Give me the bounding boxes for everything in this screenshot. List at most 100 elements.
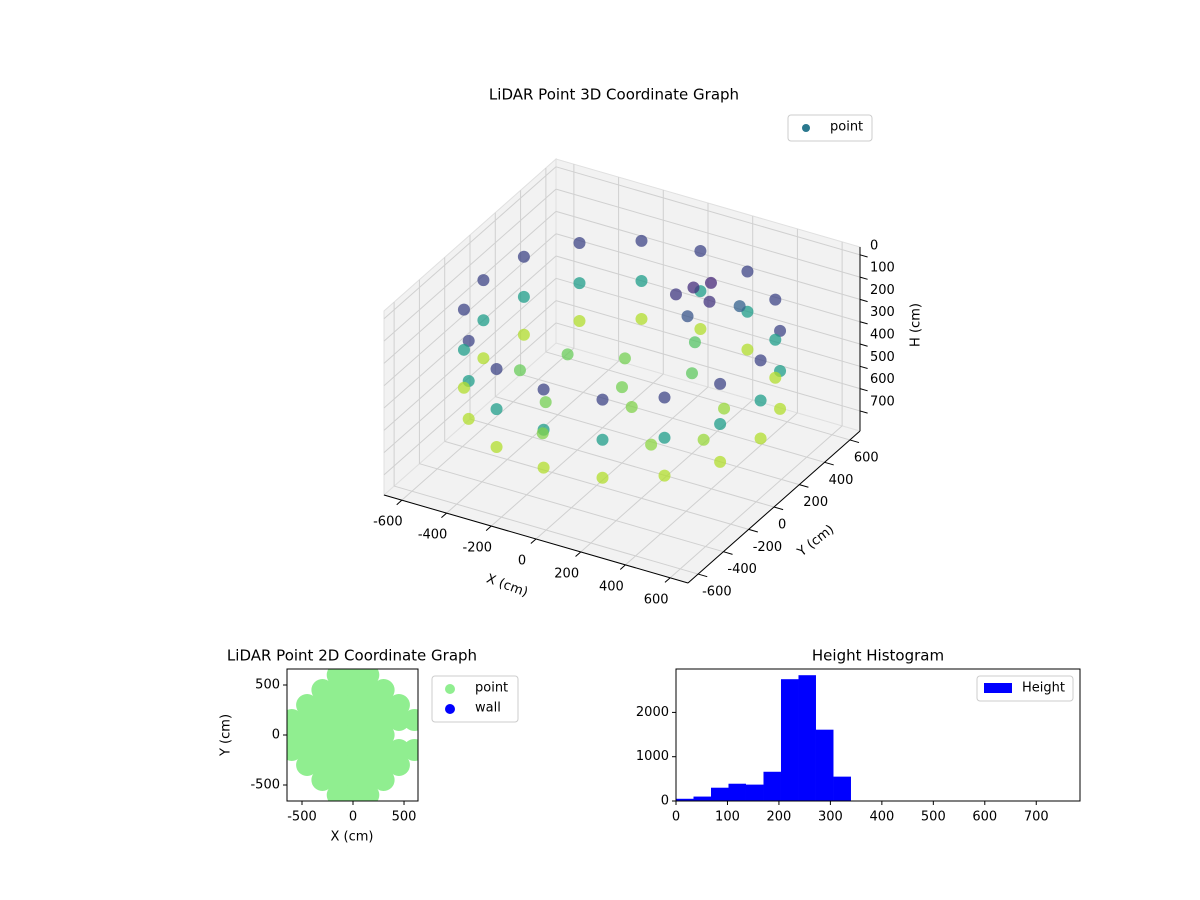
point [537, 461, 550, 474]
tick-mark [575, 551, 582, 557]
bar [833, 776, 851, 801]
point [477, 274, 490, 287]
bar [676, 798, 694, 801]
x-tick-label: -400 [418, 528, 448, 543]
point [694, 323, 707, 336]
tick-mark [664, 577, 671, 583]
bar [798, 675, 816, 801]
point [517, 328, 530, 341]
point [774, 402, 787, 415]
grid-line [555, 300, 861, 390]
bar [693, 796, 711, 801]
y-tick-label: 0 [778, 518, 786, 533]
tick-mark [723, 551, 733, 555]
point [669, 288, 682, 301]
point [774, 324, 787, 337]
point [357, 784, 380, 801]
point [573, 315, 586, 328]
point [733, 300, 746, 313]
point [635, 234, 648, 247]
x-tick-label: 700 [1024, 810, 1049, 825]
point [714, 377, 727, 390]
point [372, 769, 395, 791]
point [754, 432, 767, 445]
x-tick-label: 300 [818, 810, 843, 825]
point [694, 244, 707, 257]
y-tick-label: -400 [727, 562, 757, 577]
point [457, 381, 470, 394]
chart-title: LiDAR Point 2D Coordinate Graph [227, 647, 477, 665]
point [539, 396, 552, 409]
point [573, 277, 586, 290]
tick-mark [859, 388, 868, 392]
point [596, 393, 609, 406]
y-tick-label: 2000 [636, 705, 669, 720]
legend-label: Height [1022, 681, 1065, 696]
grid-line [545, 351, 851, 441]
grid-line [419, 463, 724, 553]
point [457, 303, 470, 316]
y-tick-label: -600 [702, 585, 732, 600]
point [596, 433, 609, 446]
y-tick-label: 0 [272, 728, 280, 743]
point [741, 343, 754, 356]
grid-line [383, 166, 557, 320]
point [681, 310, 694, 323]
x-tick-label: 500 [921, 810, 946, 825]
point [403, 739, 418, 761]
point [635, 275, 648, 288]
grid-line [383, 211, 557, 364]
x-tick-label: 600 [972, 810, 997, 825]
tick-mark [748, 528, 758, 533]
point [714, 455, 727, 468]
tick-mark [859, 365, 868, 370]
tick-mark [799, 484, 809, 488]
grid-line [383, 277, 557, 431]
tick-mark [619, 564, 626, 570]
x-tick-label: 200 [554, 566, 579, 581]
y-tick-label: 1000 [636, 749, 669, 764]
y-tick-label: 0 [661, 794, 669, 809]
bar [745, 784, 764, 801]
point [490, 403, 503, 416]
z-tick-label: 400 [870, 328, 895, 343]
tick-mark [849, 439, 860, 444]
y-axis-label: Y (cm) [219, 714, 234, 757]
z-tick-label: 600 [870, 372, 895, 387]
chart-title: LiDAR Point 3D Coordinate Graph [489, 86, 739, 104]
x-tick-label: 400 [599, 579, 624, 594]
x-tick-label: -500 [287, 810, 317, 825]
tick-mark [859, 276, 868, 280]
y-tick-label: 200 [803, 495, 828, 510]
point [296, 754, 319, 776]
tick-mark [859, 343, 868, 347]
point [536, 427, 549, 440]
plot-area [287, 669, 418, 801]
point [741, 265, 754, 278]
point [513, 364, 526, 377]
point [573, 236, 586, 249]
x-tick-label: 0 [518, 554, 526, 569]
point [769, 371, 782, 384]
point [457, 343, 470, 356]
grid-line [555, 166, 861, 256]
point [561, 348, 574, 361]
z-tick-label: 100 [870, 261, 895, 276]
legend-box [787, 114, 873, 142]
point [754, 394, 767, 407]
bar [710, 787, 729, 801]
axes-frame [675, 668, 1081, 802]
grid-line [555, 188, 861, 278]
z-tick-label: 200 [870, 283, 895, 298]
bar [763, 771, 781, 801]
tick-mark [530, 538, 537, 544]
grid-line [383, 255, 557, 409]
z-tick-label: 300 [870, 305, 895, 320]
point [687, 281, 700, 294]
axis-line [687, 430, 861, 584]
tick-mark [441, 512, 447, 519]
point [387, 754, 410, 776]
point [645, 438, 658, 451]
point [714, 417, 727, 430]
tick-mark [859, 298, 868, 303]
